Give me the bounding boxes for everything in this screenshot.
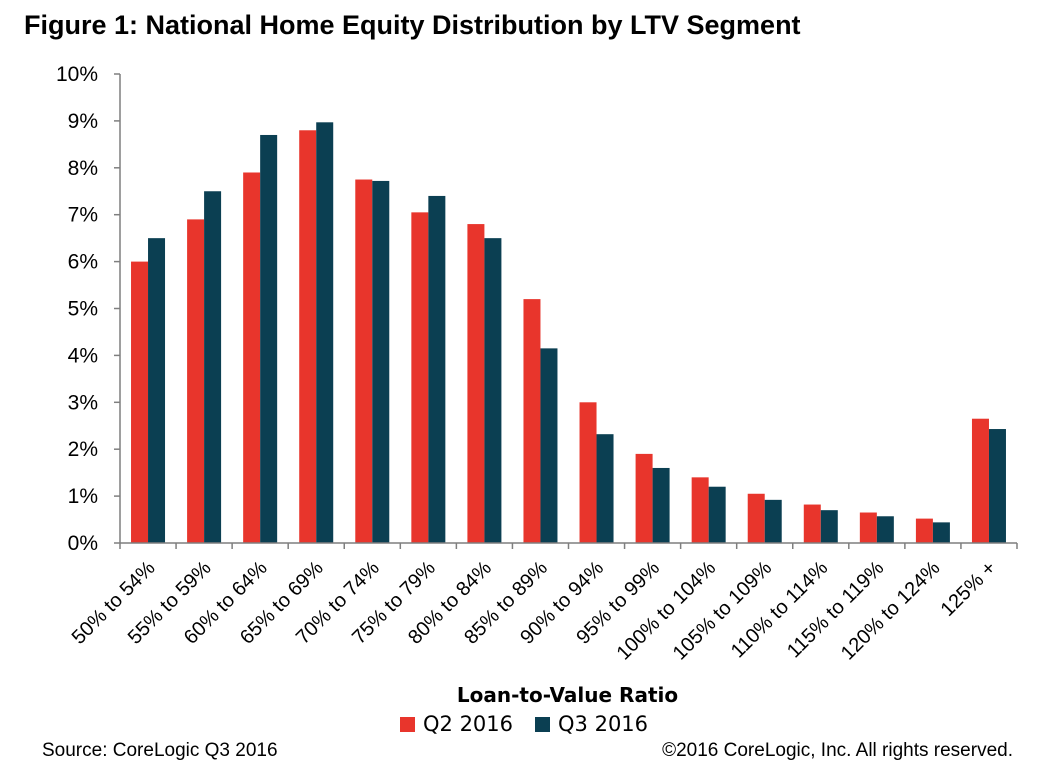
bar-q3-3 bbox=[316, 122, 334, 543]
bar-q2-15 bbox=[971, 418, 989, 543]
y-tick-label: 10% bbox=[56, 63, 98, 86]
bars-group bbox=[131, 122, 1006, 544]
bar-q3-4 bbox=[372, 180, 390, 543]
bar-q2-11 bbox=[747, 493, 765, 543]
bar-q3-15 bbox=[988, 429, 1006, 543]
bar-q2-0 bbox=[131, 261, 149, 543]
x-category-label: 115% to 119% bbox=[783, 557, 889, 663]
legend: Q2 2016 Q3 2016 bbox=[400, 712, 670, 736]
bar-q2-8 bbox=[579, 402, 597, 543]
bar-q3-13 bbox=[876, 516, 894, 543]
bar-q3-10 bbox=[708, 486, 726, 543]
x-category-labels: 50% to 54%55% to 59%60% to 64%65% to 69%… bbox=[68, 557, 1001, 665]
legend-swatch-q2 bbox=[400, 716, 415, 732]
x-axis-label: Loan-to-Value Ratio bbox=[456, 683, 679, 707]
bar-q3-9 bbox=[652, 467, 670, 543]
y-tick-label: 5% bbox=[68, 298, 98, 321]
x-category-label: 105% to 109% bbox=[669, 557, 777, 665]
chart-title: Figure 1: National Home Equity Distribut… bbox=[24, 10, 801, 40]
x-category-label: 125% + bbox=[937, 557, 1001, 621]
legend-item-q3: Q3 2016 bbox=[535, 712, 648, 736]
bar-q2-12 bbox=[803, 504, 821, 543]
bar-q2-6 bbox=[467, 224, 485, 543]
legend-label-q3: Q3 2016 bbox=[558, 712, 649, 736]
legend-swatch-q3 bbox=[535, 716, 551, 732]
bar-q3-0 bbox=[148, 238, 166, 543]
bar-q2-9 bbox=[635, 453, 653, 543]
bar-q2-1 bbox=[187, 219, 205, 543]
source-note: Source: CoreLogic Q3 2016 bbox=[42, 740, 278, 761]
x-category-label: 120% to 124% bbox=[837, 557, 945, 665]
bar-q2-13 bbox=[859, 512, 877, 543]
bar-q3-12 bbox=[820, 510, 838, 543]
y-tick-label: 1% bbox=[68, 485, 98, 508]
bar-q2-10 bbox=[691, 477, 709, 543]
y-tick-label: 2% bbox=[68, 438, 98, 461]
bar-q2-3 bbox=[299, 130, 317, 543]
bar-q3-5 bbox=[428, 195, 446, 543]
bar-q2-4 bbox=[355, 179, 373, 543]
bar-q2-5 bbox=[411, 212, 429, 544]
x-category-label: 110% to 114% bbox=[727, 557, 833, 663]
y-tick-label: 3% bbox=[68, 391, 98, 414]
bar-q2-14 bbox=[915, 518, 933, 543]
bar-q3-8 bbox=[596, 434, 614, 543]
bar-q3-7 bbox=[540, 348, 558, 543]
x-category-label: 100% to 104% bbox=[613, 557, 721, 665]
bar-q2-2 bbox=[243, 172, 261, 544]
bar-q3-6 bbox=[484, 238, 502, 543]
y-tick-labels: 0% 1% 2% 3% 4% 5% 6% 7% 8% 9% 10% bbox=[56, 63, 98, 555]
y-tick-label: 8% bbox=[68, 157, 98, 180]
legend-label-q2: Q2 2016 bbox=[423, 712, 514, 736]
y-tick-label: 6% bbox=[68, 251, 98, 274]
y-tick-label: 4% bbox=[68, 344, 98, 367]
bar-q3-1 bbox=[204, 191, 222, 543]
y-tick-label: 0% bbox=[68, 532, 98, 555]
y-tick-label: 9% bbox=[68, 110, 98, 133]
bar-q3-2 bbox=[260, 134, 278, 543]
y-tick-label: 7% bbox=[68, 204, 98, 227]
copyright-note: ©2016 CoreLogic, Inc. All rights reserve… bbox=[662, 740, 1013, 761]
legend-item-q2: Q2 2016 bbox=[400, 712, 513, 736]
axes-group bbox=[114, 73, 1018, 549]
bar-q3-14 bbox=[932, 522, 950, 543]
bar-q2-7 bbox=[523, 299, 541, 543]
bar-q3-11 bbox=[764, 499, 782, 543]
